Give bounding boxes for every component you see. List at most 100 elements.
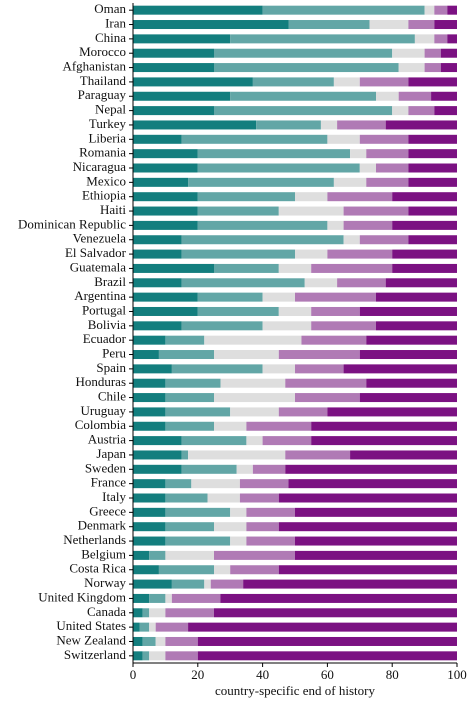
bar-segment [440, 63, 457, 73]
y-tick-label: Brazil [94, 274, 126, 289]
y-tick-label: Netherlands [63, 532, 126, 547]
bar-segment [133, 335, 166, 345]
bar-segment [359, 235, 409, 245]
bar-segment [165, 378, 221, 388]
y-tick-label: United Kingdom [38, 589, 126, 604]
bar-segment [133, 507, 166, 517]
bar-segment [133, 20, 289, 30]
bar-segment [133, 407, 166, 417]
y-tick-label: China [95, 30, 126, 45]
y-tick-label: Portugal [82, 302, 126, 317]
bar-segment [337, 278, 386, 288]
bar-segment [165, 393, 214, 403]
bar-segment [142, 608, 150, 618]
y-tick-label: Guatemala [70, 259, 127, 274]
bar-segment [246, 436, 263, 446]
bar-segment [408, 177, 457, 187]
bar-segment [133, 550, 150, 560]
bar-segment [214, 63, 399, 73]
bar-segment [278, 493, 457, 503]
bar-segment [181, 450, 189, 460]
bar-segment [165, 507, 231, 517]
bar-segment [304, 278, 338, 288]
bar-segment [214, 106, 393, 116]
y-tick-label: Honduras [75, 374, 126, 389]
bar-segment [311, 306, 360, 316]
bar-segment [440, 48, 457, 58]
y-tick-label: El Salvador [65, 245, 127, 260]
bar-segment [376, 163, 409, 173]
bar-segment [197, 220, 328, 230]
bar-segment [256, 120, 321, 130]
bar-segment [369, 20, 409, 30]
x-tick-label: 60 [321, 667, 334, 682]
bar-segment [210, 579, 244, 589]
bar-segment [181, 321, 263, 331]
y-tick-label: Denmark [78, 518, 127, 533]
bar-segment [278, 350, 360, 360]
bar-segment [295, 550, 457, 560]
bar-segment [246, 536, 295, 546]
bar-segment [311, 436, 457, 446]
bar-segment [230, 34, 415, 44]
y-tick-label: Liberia [88, 130, 126, 145]
y-tick-label: France [91, 475, 127, 490]
bar-segment [376, 321, 457, 331]
bar-segment [149, 593, 166, 603]
y-tick-label: Iran [105, 16, 126, 31]
bar-segment [165, 651, 198, 661]
bar-segment [366, 149, 409, 159]
x-tick-label: 0 [130, 667, 137, 682]
bar-segment [171, 364, 263, 374]
y-tick-label: Austria [88, 432, 127, 447]
bar-segment [359, 77, 409, 87]
bar-segment [343, 364, 457, 374]
bar-segment [197, 306, 279, 316]
bar-segment [171, 579, 205, 589]
bar-segment [155, 622, 189, 632]
bar-segment [133, 306, 198, 316]
bar-segment [239, 479, 289, 489]
bar-segment [327, 407, 457, 417]
bar-segment [295, 292, 376, 302]
bar-segment [133, 651, 143, 661]
bar-segment [133, 120, 257, 130]
bar-segment [197, 206, 279, 216]
bar-segment [171, 593, 221, 603]
bar-segment [133, 134, 182, 144]
y-tick-label: Haiti [100, 202, 126, 217]
bar-segment [408, 20, 435, 30]
bar-segment [165, 608, 214, 618]
bar-segment [133, 249, 182, 259]
y-tick-label: Nicaragua [73, 159, 127, 174]
bar-segment [181, 436, 247, 446]
bar-segment [434, 34, 448, 44]
x-axis-label: country-specific end of history [215, 683, 375, 698]
bar-segment [133, 220, 198, 230]
bar-segment [366, 378, 457, 388]
bar-segment [181, 464, 237, 474]
bar-segment [278, 306, 312, 316]
bar-segment [262, 5, 425, 15]
bar-segment [155, 636, 166, 646]
y-tick-label: Paraguay [78, 87, 127, 102]
bar-segment [165, 522, 214, 532]
bar-segment [434, 20, 457, 30]
bar-segment [149, 622, 156, 632]
bar-segment [333, 77, 360, 87]
bar-segment [165, 407, 231, 417]
y-tick-label: Greece [89, 503, 126, 518]
bar-segment [239, 493, 279, 503]
bar-segment [376, 91, 399, 101]
bar-segment [295, 393, 360, 403]
y-tick-label: Dominican Republic [18, 216, 126, 231]
bar-segment [385, 278, 457, 288]
bar-segment [295, 536, 457, 546]
bar-segment [414, 34, 435, 44]
bar-segment [214, 350, 279, 360]
bar-segment [165, 479, 192, 489]
bar-segment [165, 335, 205, 345]
bar-segment [230, 565, 279, 575]
bar-segment [220, 378, 286, 388]
